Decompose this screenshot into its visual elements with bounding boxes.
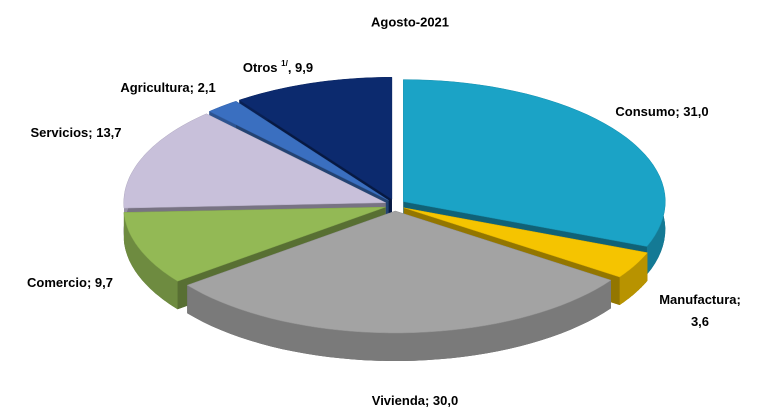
slice [123,113,386,209]
slice [238,77,393,200]
data-label: Consumo; 31,0 [615,104,709,119]
slice [208,100,389,201]
slice [186,210,612,334]
slice-wall [123,212,178,310]
slice [123,206,386,282]
data-label: Comercio; 9,7 [27,275,113,290]
data-label: Agricultura; 2,1 [120,80,216,95]
chart-title: Agosto-2021 [370,14,450,30]
slice-wall [619,252,648,305]
slice-wall [187,280,611,361]
data-label: Servicios; 13,7 [30,125,122,140]
data-label: Manufactura; 3,6 [659,292,741,329]
data-label: Otros 1/, 9,9 [242,59,314,76]
slice [403,207,648,278]
slice [403,79,666,247]
data-label: Vivienda; 30,0 [371,393,459,408]
